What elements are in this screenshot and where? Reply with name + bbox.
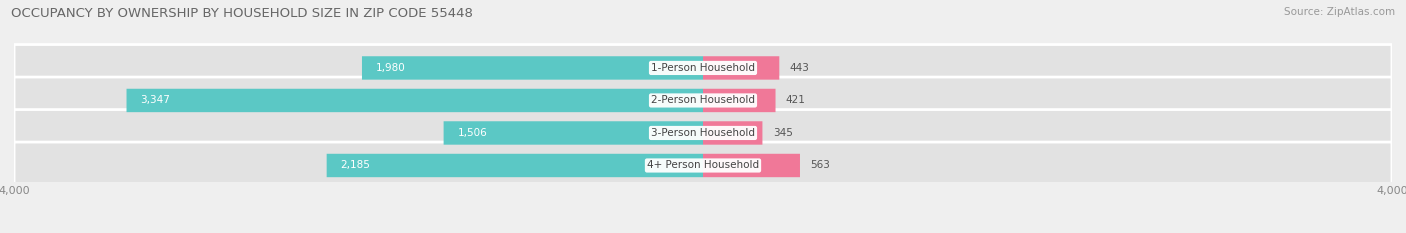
FancyBboxPatch shape xyxy=(14,110,1392,156)
FancyBboxPatch shape xyxy=(703,154,800,177)
Text: 443: 443 xyxy=(790,63,810,73)
Text: 2,185: 2,185 xyxy=(340,161,370,171)
FancyBboxPatch shape xyxy=(444,121,703,145)
FancyBboxPatch shape xyxy=(14,45,1392,91)
Text: 1,506: 1,506 xyxy=(457,128,486,138)
Text: 3,347: 3,347 xyxy=(141,96,170,106)
FancyBboxPatch shape xyxy=(703,121,762,145)
FancyBboxPatch shape xyxy=(326,154,703,177)
Text: Source: ZipAtlas.com: Source: ZipAtlas.com xyxy=(1284,7,1395,17)
FancyBboxPatch shape xyxy=(361,56,703,80)
Text: 345: 345 xyxy=(773,128,793,138)
Text: 4+ Person Household: 4+ Person Household xyxy=(647,161,759,171)
Text: 563: 563 xyxy=(810,161,830,171)
FancyBboxPatch shape xyxy=(14,142,1392,189)
FancyBboxPatch shape xyxy=(14,77,1392,124)
FancyBboxPatch shape xyxy=(127,89,703,112)
FancyBboxPatch shape xyxy=(703,56,779,80)
Text: 1,980: 1,980 xyxy=(375,63,405,73)
Text: 1-Person Household: 1-Person Household xyxy=(651,63,755,73)
Text: 421: 421 xyxy=(786,96,806,106)
Text: 3-Person Household: 3-Person Household xyxy=(651,128,755,138)
FancyBboxPatch shape xyxy=(703,89,776,112)
Text: OCCUPANCY BY OWNERSHIP BY HOUSEHOLD SIZE IN ZIP CODE 55448: OCCUPANCY BY OWNERSHIP BY HOUSEHOLD SIZE… xyxy=(11,7,474,20)
Text: 2-Person Household: 2-Person Household xyxy=(651,96,755,106)
